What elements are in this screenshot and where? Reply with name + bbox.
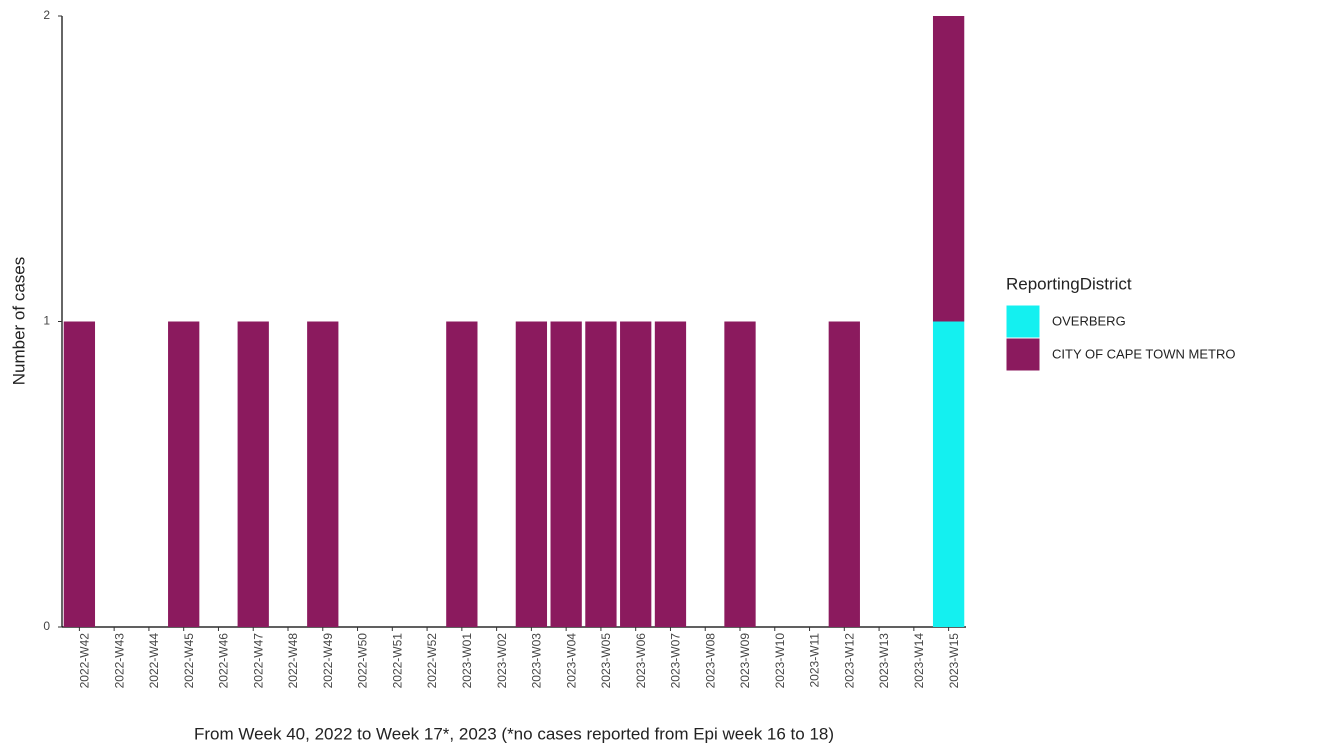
legend-label: CITY OF CAPE TOWN METRO (1052, 346, 1235, 361)
x-tick-label: 2022-W46 (217, 633, 231, 689)
bar-segment (63, 321, 96, 627)
x-tick-label: 2023-W10 (773, 633, 787, 689)
legend-key (1005, 304, 1041, 339)
x-tick-label: 2023-W13 (877, 633, 891, 689)
x-tick-label: 2023-W02 (495, 633, 509, 689)
bar-segment (828, 321, 860, 627)
x-tick-label: 2022-W52 (425, 633, 439, 689)
x-tick-label: 2022-W49 (321, 633, 335, 689)
x-tick-label: 2022-W47 (251, 633, 265, 689)
x-tick-label: 2023-W09 (738, 633, 752, 689)
bar-segment (585, 321, 617, 627)
x-tick-label: 2022-W42 (78, 633, 92, 689)
bar-segment (724, 321, 756, 627)
x-tick-label: 2023-W08 (703, 633, 717, 689)
x-tick-label: 2023-W04 (564, 633, 578, 689)
x-tick-label: 2023-W07 (669, 633, 683, 689)
x-tick-label: 2023-W03 (530, 633, 544, 689)
bar-segment (654, 321, 687, 627)
bar-segment (307, 321, 339, 627)
bar-segment (446, 321, 478, 627)
x-tick-label: 2022-W45 (182, 633, 196, 689)
x-tick-label: 2022-W43 (112, 633, 126, 689)
legend-label: OVERBERG (1052, 313, 1126, 328)
legend-title: ReportingDistrict (1006, 274, 1132, 293)
x-tick-label: 2023-W06 (634, 633, 648, 689)
y-axis-title: Number of cases (9, 257, 28, 386)
bar-segment (932, 321, 965, 627)
x-tick-label: 2023-W14 (912, 633, 926, 689)
bar-segment (620, 321, 652, 627)
legend-key (1005, 337, 1041, 372)
bar-segment (515, 321, 548, 627)
x-tick-label: 2022-W51 (390, 633, 404, 689)
bar-segment (932, 16, 965, 322)
x-tick-label: 2022-W50 (356, 633, 370, 689)
y-tick-label: 0 (43, 619, 50, 633)
bar-segment (550, 321, 582, 627)
x-tick-label: 2023-W11 (808, 633, 822, 688)
bar-segment (168, 321, 200, 627)
x-tick-label: 2023-W12 (842, 633, 856, 689)
x-tick-label: 2023-W01 (460, 633, 474, 689)
bar-segment (237, 321, 269, 627)
x-tick-label: 2023-W15 (947, 633, 961, 689)
x-tick-label: 2023-W05 (599, 633, 613, 689)
y-tick-label: 2 (43, 8, 50, 22)
x-tick-label: 2022-W44 (147, 633, 161, 689)
y-tick-label: 1 (43, 314, 50, 328)
x-tick-label: 2022-W48 (286, 633, 300, 689)
x-axis-title: From Week 40, 2022 to Week 17*, 2023 (*n… (194, 724, 834, 743)
